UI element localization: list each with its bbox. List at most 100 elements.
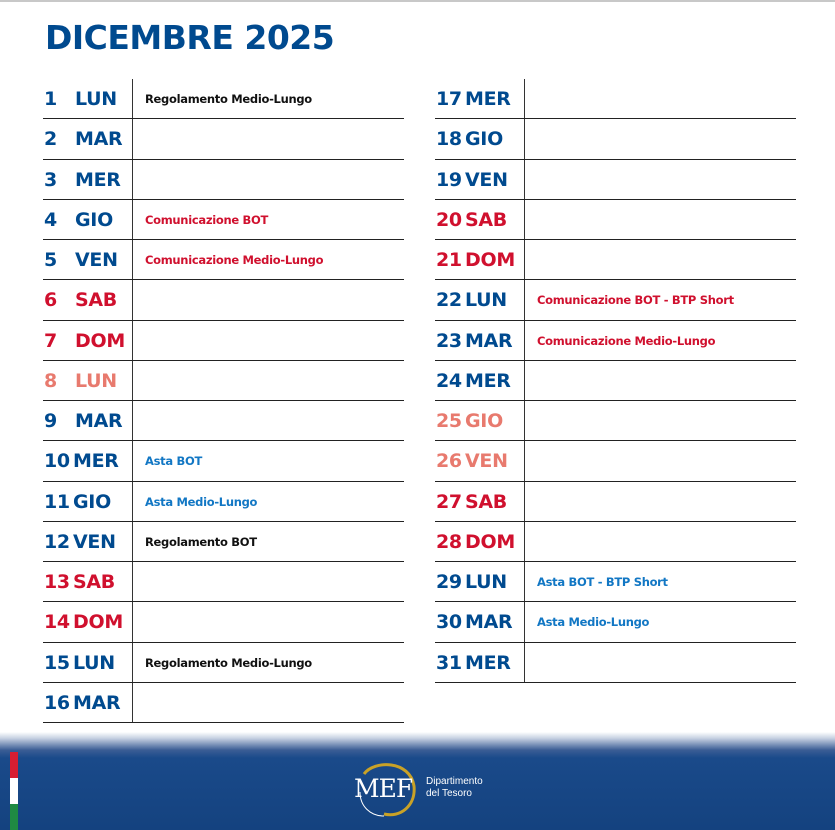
day-label: 31 MER bbox=[436, 652, 511, 674]
top-divider bbox=[0, 0, 835, 2]
day-of-week: LUN bbox=[465, 571, 507, 593]
day-label: 30 MAR bbox=[436, 611, 513, 634]
day-label: 2 MAR bbox=[44, 128, 123, 151]
day-number: 19 bbox=[436, 168, 462, 191]
day-of-week: SAB bbox=[465, 208, 507, 231]
calendar-day-row: 31 MER bbox=[435, 643, 796, 683]
day-of-week: SAB bbox=[73, 571, 115, 593]
day-label: 7 DOM bbox=[44, 330, 125, 352]
day-label: 26 VEN bbox=[436, 450, 508, 472]
day-number: 8 bbox=[44, 369, 57, 392]
day-label: 10 MER bbox=[44, 450, 119, 472]
calendar-day-row: 3 MER bbox=[43, 160, 404, 200]
day-label: 18 GIO bbox=[436, 128, 503, 150]
day-label: 14 DOM bbox=[44, 611, 123, 633]
calendar-day-row: 20 SAB bbox=[435, 200, 796, 240]
day-number: 5 bbox=[44, 249, 57, 271]
day-label: 28 DOM bbox=[436, 531, 515, 553]
day-of-week: VEN bbox=[75, 249, 118, 271]
day-of-week: LUN bbox=[75, 369, 117, 392]
calendar-day-row: 26 VEN bbox=[435, 441, 796, 482]
day-of-week: MAR bbox=[75, 410, 123, 432]
day-event: Comunicazione Medio-Lungo bbox=[537, 333, 716, 348]
calendar-day-row: 17 MER bbox=[435, 79, 796, 120]
day-of-week: VEN bbox=[73, 530, 116, 553]
calendar-day-row: 23 MAR Comunicazione Medio-Lungo bbox=[435, 321, 796, 361]
day-number: 11 bbox=[44, 490, 70, 513]
day-number: 26 bbox=[436, 450, 462, 473]
calendar-day-row: 2 MAR bbox=[43, 119, 404, 160]
calendar-day-row: 25 GIO bbox=[435, 401, 796, 442]
calendar-column-right: 17 MER 18 GIO 19 VEN 20 SAB 21 DOM 22 LUN Comu… bbox=[435, 79, 796, 683]
day-number: 17 bbox=[436, 88, 462, 110]
day-event: Regolamento BOT bbox=[145, 534, 257, 549]
calendar-day-row: 28 DOM bbox=[435, 522, 796, 562]
calendar-day-row: 19 VEN bbox=[435, 160, 796, 200]
calendar-day-row: 13 SAB bbox=[43, 562, 404, 603]
day-event: Regolamento Medio-Lungo bbox=[145, 655, 312, 670]
day-of-week: GIO bbox=[465, 410, 503, 432]
day-number: 2 bbox=[44, 128, 57, 151]
calendar-day-row: 12 VEN Regolamento BOT bbox=[43, 522, 404, 562]
department-line2: del Tesoro bbox=[426, 788, 472, 799]
day-of-week: LUN bbox=[73, 651, 115, 674]
department-name: Dipartimento del Tesoro bbox=[426, 776, 483, 800]
day-of-week: DOM bbox=[75, 329, 125, 352]
calendar-day-row: 22 LUN Comunicazione BOT - BTP Short bbox=[435, 280, 796, 321]
day-label: 24 MER bbox=[436, 370, 511, 392]
calendar-day-row: 29 LUN Asta BOT - BTP Short bbox=[435, 562, 796, 603]
day-label: 20 SAB bbox=[436, 209, 507, 231]
day-number: 4 bbox=[44, 208, 57, 231]
day-event: Comunicazione BOT - BTP Short bbox=[537, 293, 734, 308]
mef-logo: MEF Dipartimento del Tesoro bbox=[350, 762, 510, 818]
day-number: 20 bbox=[436, 208, 462, 231]
day-number: 9 bbox=[44, 410, 57, 432]
calendar-column-left: 1 LUN Regolamento Medio-Lungo 2 MAR 3 MER 4… bbox=[43, 79, 404, 723]
day-number: 31 bbox=[436, 651, 462, 674]
day-number: 23 bbox=[436, 329, 462, 352]
column-divider bbox=[524, 79, 525, 683]
day-of-week: SAB bbox=[465, 490, 507, 513]
day-label: 19 VEN bbox=[436, 169, 508, 191]
day-label: 3 MER bbox=[44, 169, 121, 191]
day-of-week: MER bbox=[465, 88, 511, 110]
day-number: 24 bbox=[436, 369, 462, 392]
calendar-day-row: 16 MAR bbox=[43, 683, 404, 723]
italian-flag-stripe bbox=[10, 752, 18, 830]
calendar-day-row: 8 LUN bbox=[43, 361, 404, 401]
day-event: Asta BOT - BTP Short bbox=[537, 575, 668, 589]
day-of-week: DOM bbox=[465, 530, 515, 553]
day-event: Regolamento Medio-Lungo bbox=[145, 92, 312, 106]
day-of-week: VEN bbox=[465, 450, 508, 473]
day-number: 15 bbox=[44, 651, 70, 674]
calendar-day-row: 4 GIO Comunicazione BOT bbox=[43, 200, 404, 240]
day-number: 25 bbox=[436, 410, 462, 432]
day-of-week: MAR bbox=[75, 128, 123, 151]
day-of-week: VEN bbox=[465, 168, 508, 191]
day-number: 22 bbox=[436, 289, 462, 312]
calendar-day-row: 11 GIO Asta Medio-Lungo bbox=[43, 482, 404, 522]
column-divider bbox=[132, 79, 133, 723]
day-of-week: MAR bbox=[465, 611, 513, 634]
department-line1: Dipartimento bbox=[426, 776, 483, 787]
day-of-week: LUN bbox=[465, 289, 507, 312]
calendar-day-row: 10 MER Asta BOT bbox=[43, 441, 404, 482]
calendar-day-row: 9 MAR bbox=[43, 401, 404, 442]
day-label: 9 MAR bbox=[44, 410, 123, 432]
day-number: 12 bbox=[44, 530, 70, 553]
day-number: 7 bbox=[44, 329, 57, 352]
day-label: 8 LUN bbox=[44, 370, 117, 392]
day-of-week: MAR bbox=[73, 691, 121, 714]
day-of-week: SAB bbox=[75, 289, 117, 312]
day-event: Asta Medio-Lungo bbox=[145, 494, 258, 509]
day-number: 14 bbox=[44, 611, 70, 634]
calendar-day-row: 24 MER bbox=[435, 361, 796, 401]
day-of-week: GIO bbox=[75, 208, 113, 231]
day-event: Asta BOT bbox=[145, 454, 202, 469]
day-label: 27 SAB bbox=[436, 491, 507, 513]
day-label: 4 GIO bbox=[44, 209, 113, 231]
calendar-day-row: 21 DOM bbox=[435, 240, 796, 281]
calendar-day-row: 30 MAR Asta Medio-Lungo bbox=[435, 602, 796, 643]
day-of-week: DOM bbox=[73, 611, 123, 634]
day-label: 21 DOM bbox=[436, 249, 515, 271]
